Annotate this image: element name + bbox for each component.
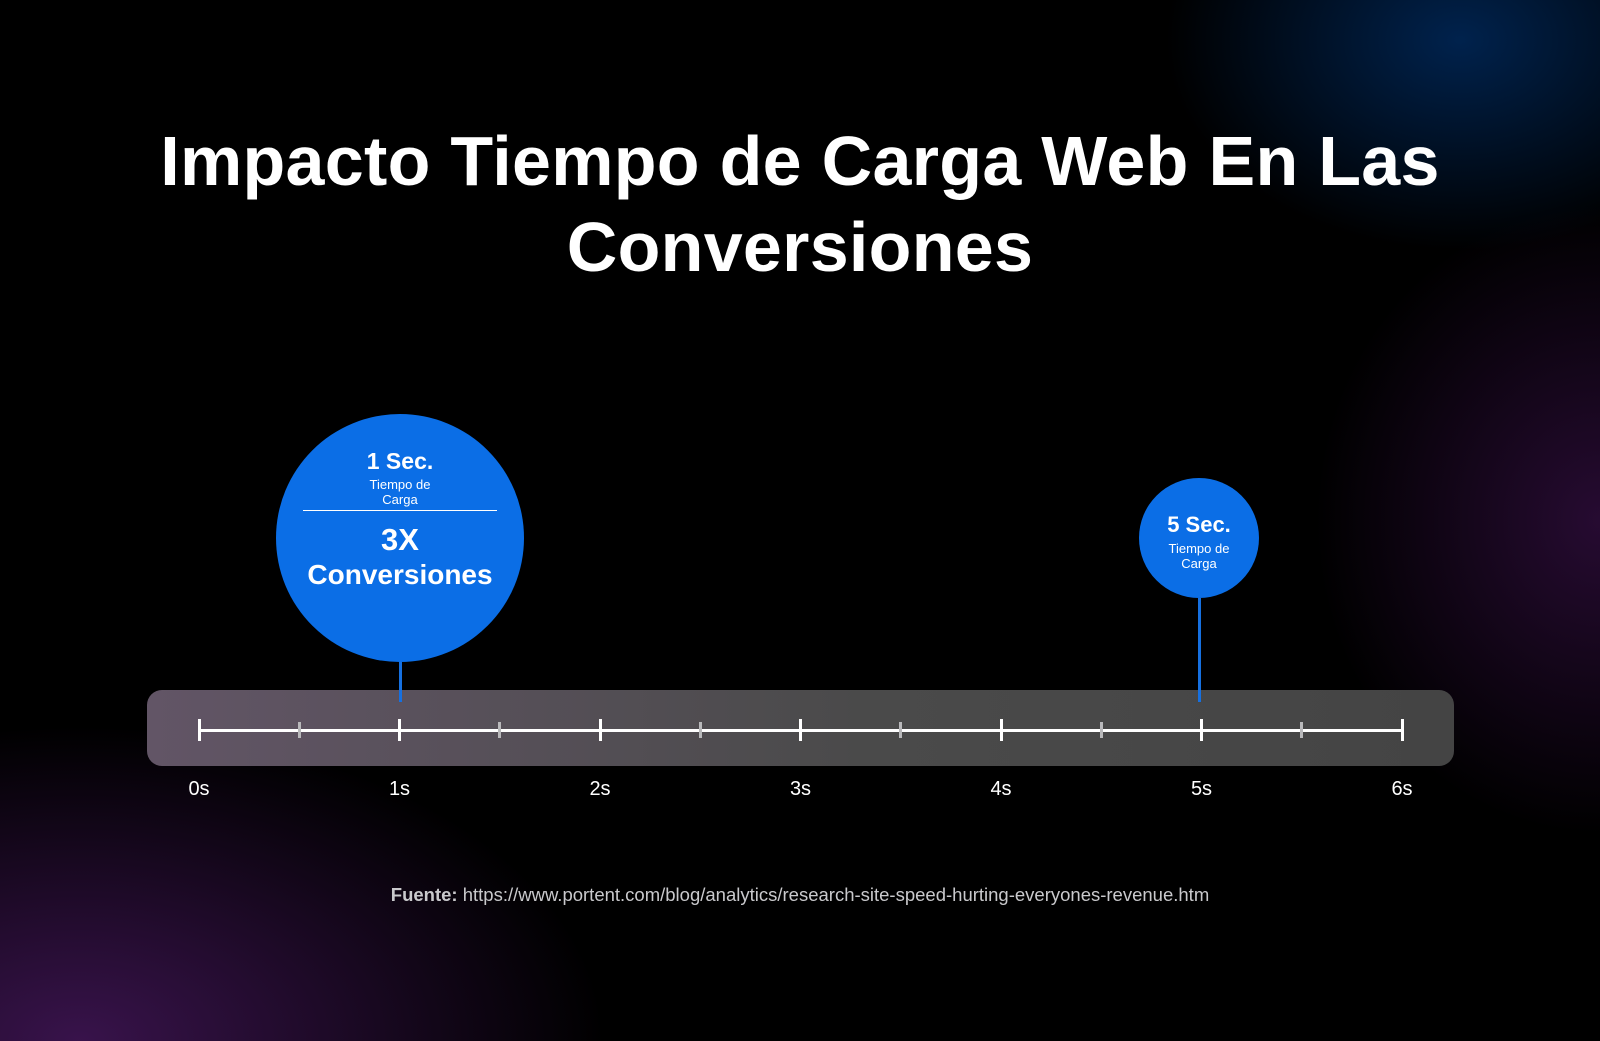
marker-1s-multiplier: 3X [381, 522, 419, 557]
timeline-major-tick [598, 719, 602, 741]
marker-1s-bubble: 1 Sec. Tiempo de Carga 3X Conversiones [276, 414, 524, 662]
timeline-major-tick [1400, 719, 1404, 741]
timeline-tick-label: 6s [1391, 778, 1413, 800]
timeline-minor-tick [1300, 722, 1304, 738]
timeline-minor-tick [698, 722, 702, 738]
marker-5s-label: Tiempo de Carga [1168, 541, 1230, 571]
timeline-tick-label: 4s [990, 778, 1012, 800]
timeline-major-tick [1200, 719, 1203, 741]
marker-1s-divider [303, 510, 497, 511]
timeline-minor-tick [1099, 722, 1103, 738]
timeline-minor-tick [498, 722, 502, 738]
marker-1s-label: Tiempo de Carga [369, 477, 431, 507]
timeline-tick-label: 1s [388, 778, 411, 800]
source-citation: Fuente: https://www.portent.com/blog/ana… [0, 884, 1600, 906]
marker-5s-bubble: 5 Sec. Tiempo de Carga [1139, 478, 1259, 598]
marker-1s-result: Conversiones [307, 559, 493, 590]
timeline-minor-tick [297, 722, 301, 738]
marker-5s-stem [1198, 598, 1201, 702]
timeline-major-tick [398, 719, 401, 741]
source-url: https://www.portent.com/blog/analytics/r… [462, 884, 1210, 905]
timeline-minor-tick [899, 722, 903, 738]
timeline-major-tick [799, 719, 802, 741]
marker-1s-stem [399, 662, 402, 702]
timeline-major-tick [197, 719, 201, 741]
timeline-tick-label: 5s [1190, 778, 1213, 800]
timeline-major-tick [999, 719, 1003, 741]
timeline-tick-label: 3s [789, 778, 812, 800]
source-label: Fuente: [390, 884, 458, 905]
timeline-tick-label: 2s [589, 778, 611, 800]
marker-5s-time: 5 Sec. [1167, 512, 1231, 537]
marker-1s-time: 1 Sec. [366, 448, 434, 474]
page-title: Impacto Tiempo de Carga Web En Las Conve… [160, 122, 1440, 286]
timeline-tick-label: 0s [188, 778, 210, 800]
